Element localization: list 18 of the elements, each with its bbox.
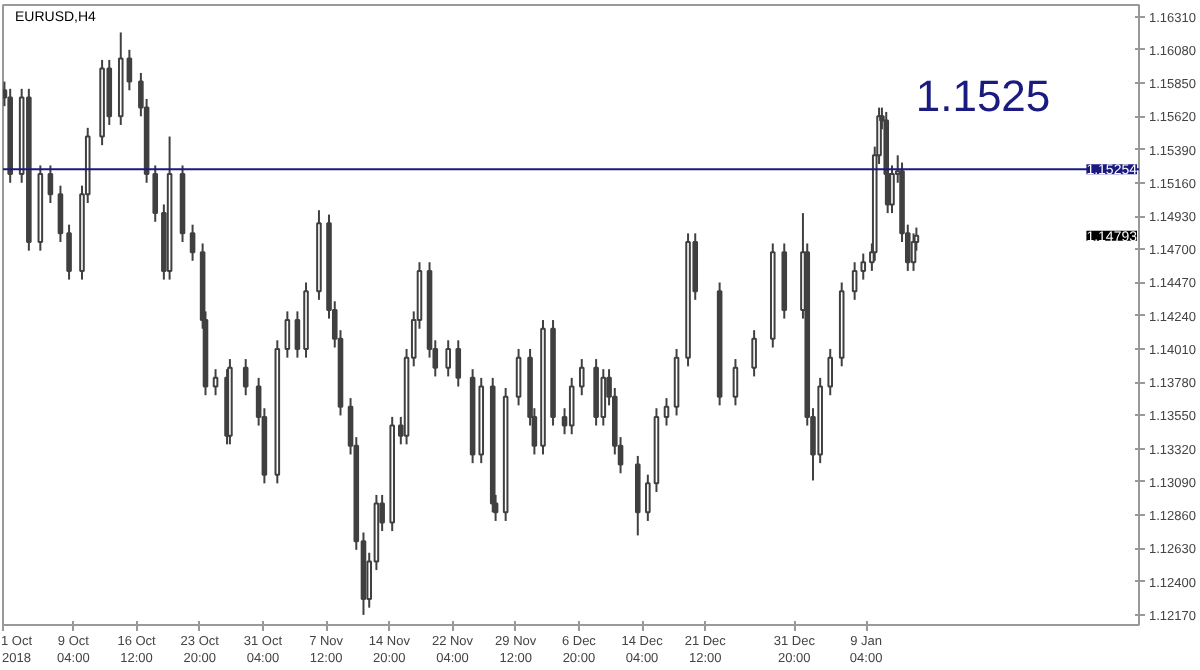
- candlestick: [284, 310, 291, 359]
- candlestick: [189, 223, 196, 262]
- candlestick: [212, 368, 219, 397]
- candlestick: [851, 261, 858, 301]
- candlestick: [242, 358, 249, 397]
- candlestick: [445, 339, 451, 378]
- candlestick: [568, 376, 575, 436]
- candlestick: [47, 164, 54, 204]
- candlestick: [732, 358, 739, 407]
- candlestick: [455, 339, 462, 388]
- candlestick: [663, 397, 670, 427]
- candlestick: [600, 368, 607, 427]
- annotation: 1.1525: [915, 71, 1051, 121]
- candlestick: [827, 347, 834, 397]
- candlestick: [515, 347, 522, 407]
- candlestick: [751, 329, 757, 378]
- candlestick: [634, 454, 641, 537]
- candlestick: [578, 358, 585, 397]
